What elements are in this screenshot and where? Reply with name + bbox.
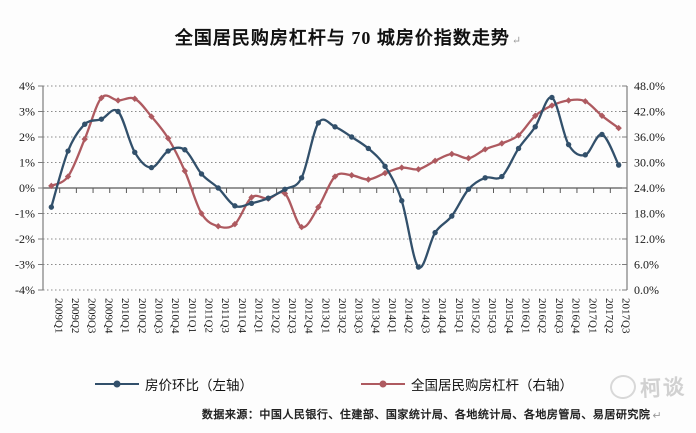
- svg-text:2011Q4: 2011Q4: [236, 298, 248, 334]
- title-row: 全国居民购房杠杆与 70 城房价指数走势 ↵: [0, 24, 696, 50]
- svg-text:2016Q1: 2016Q1: [520, 298, 532, 333]
- svg-text:48.0%: 48.0%: [634, 79, 665, 93]
- svg-text:-4%: -4%: [15, 283, 35, 297]
- svg-text:30.0%: 30.0%: [634, 156, 665, 170]
- legend-marker-leverage-icon: [361, 380, 405, 388]
- grid-lines: [38, 85, 628, 291]
- svg-text:36.0%: 36.0%: [634, 130, 665, 144]
- svg-text:3%: 3%: [19, 105, 35, 119]
- svg-text:2%: 2%: [19, 130, 35, 144]
- svg-text:2010Q2: 2010Q2: [136, 298, 148, 333]
- legend: 房价环比（左轴） 全国居民购房杠杆（右轴）: [0, 374, 682, 394]
- y-axis-labels: 4% 48.0% 3% 42.0% 2% 36.0% 1% 30.0% 0% 24.0% -1% 18…: [15, 79, 665, 297]
- legend-label-price-mom: 房价环比（左轴）: [145, 378, 253, 393]
- svg-text:2015Q3: 2015Q3: [486, 298, 498, 334]
- svg-text:2011Q2: 2011Q2: [203, 298, 215, 333]
- legend-marker-price-mom-icon: [95, 380, 139, 388]
- svg-text:2009Q2: 2009Q2: [69, 298, 81, 333]
- svg-text:2015Q1: 2015Q1: [453, 298, 465, 333]
- svg-text:18.0%: 18.0%: [634, 207, 665, 221]
- svg-text:2015Q4: 2015Q4: [503, 298, 515, 334]
- svg-text:6.0%: 6.0%: [634, 258, 659, 272]
- svg-text:-2%: -2%: [15, 232, 35, 246]
- svg-text:-3%: -3%: [15, 258, 35, 272]
- svg-text:2013Q2: 2013Q2: [336, 298, 348, 333]
- svg-text:0%: 0%: [19, 181, 35, 195]
- data-source-text: 数据来源：中国人民银行、住建部、国家统计局、各地统计局、各地房管局、易居研究院: [201, 409, 651, 421]
- svg-text:2011Q1: 2011Q1: [186, 298, 198, 333]
- svg-text:2013Q3: 2013Q3: [353, 298, 365, 334]
- svg-text:0.0%: 0.0%: [634, 283, 659, 297]
- svg-text:1%: 1%: [19, 156, 35, 170]
- series-price-momentum: [48, 94, 622, 270]
- x-axis-labels: 2009Q1 2009Q2 2009Q3 2009Q4 2010Q1 2010Q2 2010…: [52, 298, 631, 334]
- svg-text:2013Q1: 2013Q1: [319, 298, 331, 333]
- svg-text:2012Q3: 2012Q3: [286, 298, 298, 334]
- svg-text:2014Q4: 2014Q4: [436, 298, 448, 334]
- svg-text:-1%: -1%: [15, 207, 35, 221]
- svg-text:2012Q1: 2012Q1: [253, 298, 265, 333]
- svg-text:2014Q2: 2014Q2: [403, 298, 415, 333]
- svg-text:2009Q1: 2009Q1: [52, 298, 64, 333]
- svg-text:2014Q3: 2014Q3: [419, 298, 431, 334]
- legend-label-leverage: 全国居民购房杠杆（右轴）: [411, 378, 573, 393]
- data-source-note: 数据来源：中国人民银行、住建部、国家统计局、各地统计局、各地房管局、易居研究院 ↵: [84, 406, 696, 422]
- svg-text:2016Q3: 2016Q3: [553, 298, 565, 334]
- svg-text:2017Q1: 2017Q1: [586, 298, 598, 333]
- svg-text:2010Q4: 2010Q4: [169, 298, 181, 334]
- svg-text:2012Q4: 2012Q4: [303, 298, 315, 334]
- footer-return-mark: ↵: [652, 409, 663, 422]
- legend-item-leverage: 全国居民购房杠杆（右轴）: [361, 374, 573, 394]
- svg-text:2015Q2: 2015Q2: [469, 298, 481, 333]
- svg-text:2012Q2: 2012Q2: [269, 298, 281, 333]
- svg-text:2009Q3: 2009Q3: [86, 298, 98, 334]
- svg-text:4%: 4%: [19, 79, 35, 93]
- svg-text:42.0%: 42.0%: [634, 105, 665, 119]
- svg-text:2010Q3: 2010Q3: [152, 298, 164, 334]
- svg-text:2009Q4: 2009Q4: [102, 298, 114, 334]
- svg-text:2016Q2: 2016Q2: [536, 298, 548, 333]
- page-title: 全国居民购房杠杆与 70 城房价指数走势: [174, 28, 510, 48]
- svg-text:2016Q4: 2016Q4: [570, 298, 582, 334]
- svg-text:2014Q1: 2014Q1: [386, 298, 398, 333]
- svg-text:2010Q1: 2010Q1: [119, 298, 131, 333]
- legend-item-price-mom: 房价环比（左轴）: [95, 374, 253, 394]
- svg-text:2011Q3: 2011Q3: [219, 298, 231, 334]
- title-return-mark: ↵: [511, 34, 522, 47]
- svg-text:12.0%: 12.0%: [634, 232, 665, 246]
- svg-text:24.0%: 24.0%: [634, 181, 665, 195]
- svg-text:2017Q3: 2017Q3: [620, 298, 632, 334]
- svg-text:2013Q4: 2013Q4: [369, 298, 381, 334]
- svg-text:2017Q2: 2017Q2: [603, 298, 615, 333]
- series-leverage: [48, 94, 622, 231]
